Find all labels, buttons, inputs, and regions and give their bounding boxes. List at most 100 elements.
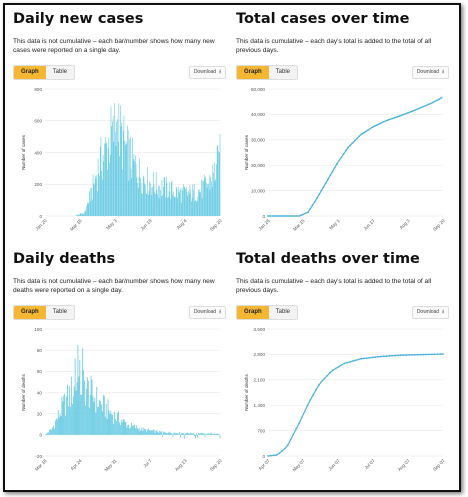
bar — [176, 433, 178, 435]
panel-description: This data is not cumulative – each bar/n… — [13, 278, 215, 294]
bar — [107, 170, 108, 216]
y-tick-label: 100 — [34, 327, 42, 332]
bar — [218, 433, 220, 435]
bar — [74, 358, 76, 435]
bar — [133, 425, 134, 435]
bar — [112, 115, 114, 216]
bar — [149, 181, 150, 216]
bar — [215, 433, 217, 435]
bar — [88, 407, 90, 435]
bar — [157, 194, 158, 216]
y-tick-label: 0 — [262, 454, 265, 459]
y-tick-label: 40 — [37, 390, 43, 395]
bar — [163, 177, 165, 216]
download-button[interactable]: Download ⭳ — [411, 306, 449, 319]
data-point — [313, 201, 316, 203]
bar — [174, 432, 176, 435]
tab-table[interactable]: Table — [268, 66, 298, 79]
download-label: Download — [193, 69, 217, 75]
bar — [172, 434, 174, 438]
tab-graph[interactable]: Graph — [14, 306, 46, 319]
bar — [125, 141, 127, 216]
bar — [169, 182, 171, 216]
bar — [185, 433, 187, 435]
bar — [116, 421, 117, 435]
download-label: Download — [416, 69, 440, 75]
tab-table[interactable]: Table — [45, 306, 75, 319]
bar — [108, 137, 110, 216]
download-button[interactable]: Download ⭳ — [188, 306, 226, 319]
y-tick-label: 1,400 — [254, 403, 266, 408]
bar — [137, 429, 139, 435]
bar — [60, 416, 62, 435]
data-point — [413, 109, 416, 112]
y-tick-label: 200 — [34, 182, 42, 187]
data-point — [402, 354, 405, 356]
data-point — [405, 112, 407, 115]
bar — [165, 197, 166, 216]
bar — [175, 186, 177, 216]
data-point — [425, 353, 427, 356]
bar — [118, 422, 120, 435]
data-point — [312, 394, 315, 396]
bar — [49, 429, 51, 435]
data-point — [281, 450, 284, 452]
bar — [177, 433, 179, 435]
bar — [200, 192, 201, 216]
bar — [93, 183, 95, 216]
bar — [191, 433, 193, 435]
bar — [122, 130, 124, 216]
data-point — [286, 444, 289, 447]
bar — [212, 164, 214, 216]
bar — [178, 192, 180, 216]
bar — [171, 180, 173, 216]
data-point — [425, 104, 427, 107]
daily-deaths-panel: Daily deaths This data is not cumulative… — [13, 249, 228, 484]
bar — [164, 177, 166, 216]
data-point — [334, 367, 337, 370]
bar — [186, 187, 187, 216]
data-point — [377, 355, 379, 358]
data-point — [329, 371, 331, 374]
bar — [112, 414, 114, 435]
bar — [155, 430, 157, 435]
bar — [147, 195, 149, 216]
bar — [215, 179, 216, 216]
tab-graph[interactable]: Graph — [14, 66, 46, 79]
bar — [116, 121, 118, 216]
data-point — [278, 215, 281, 217]
bar — [150, 183, 151, 216]
y-tick-label: 80 — [37, 348, 43, 353]
y-tick-label: 50,000 — [251, 87, 265, 92]
bar — [163, 431, 164, 435]
bar — [182, 190, 183, 216]
data-point — [351, 360, 354, 363]
bar — [188, 193, 190, 216]
bar — [82, 213, 84, 216]
view-tabs: Graph Table — [13, 305, 76, 320]
download-button[interactable]: Download ⭳ — [188, 66, 226, 79]
download-button[interactable]: Download ⭳ — [411, 66, 449, 79]
data-point — [356, 137, 358, 140]
bar — [73, 386, 75, 435]
bar — [87, 202, 89, 216]
bar — [138, 427, 140, 435]
bar — [155, 172, 157, 216]
bar — [208, 183, 209, 216]
tab-graph[interactable]: Graph — [237, 66, 269, 79]
bar — [184, 187, 186, 216]
bar — [46, 433, 48, 435]
bar — [79, 214, 80, 216]
tab-table[interactable]: Table — [45, 66, 75, 79]
data-point — [411, 110, 414, 112]
bar — [191, 197, 193, 216]
data-point — [400, 114, 403, 117]
bar — [193, 433, 195, 435]
tab-table[interactable]: Table — [268, 306, 298, 319]
tab-graph[interactable]: Graph — [237, 306, 269, 319]
bar — [183, 434, 185, 439]
bar — [199, 192, 201, 216]
bar — [78, 376, 80, 435]
bar — [167, 432, 169, 435]
bar — [91, 379, 93, 435]
